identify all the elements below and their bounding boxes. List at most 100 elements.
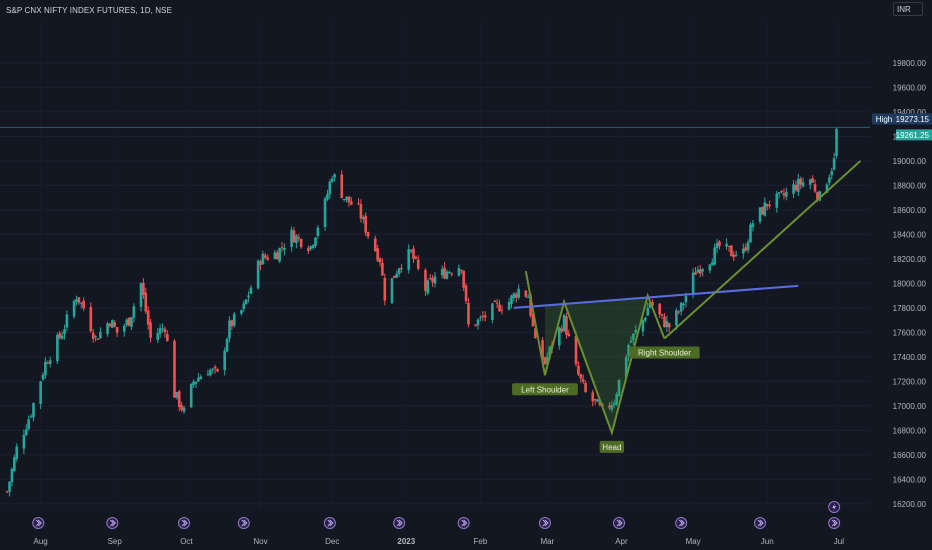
candle-body — [173, 340, 176, 398]
candle-body — [189, 383, 193, 408]
event-marker-icon[interactable] — [323, 517, 336, 529]
candle-body — [624, 356, 628, 378]
candle-body — [314, 237, 317, 246]
candle-body — [612, 403, 616, 405]
candle-body — [682, 303, 685, 306]
candle-body — [225, 339, 229, 352]
candle-body — [96, 338, 100, 340]
candle-body — [493, 301, 497, 303]
candle-body — [751, 223, 755, 227]
x-tick-label: Mar — [540, 537, 554, 546]
candle-body — [746, 242, 750, 251]
x-tick-label: Nov — [253, 537, 267, 546]
candle-body — [765, 203, 769, 207]
candle-body — [780, 190, 783, 193]
candle-body — [667, 323, 671, 328]
candle-body — [467, 302, 470, 325]
candle-body — [297, 237, 301, 239]
candle-body — [608, 405, 611, 408]
candle-body — [232, 313, 236, 326]
pattern-label: Head — [599, 440, 625, 453]
candle-body — [230, 320, 234, 327]
pattern-drawings[interactable]: Left Shoulder Head Right Shoulder — [512, 160, 862, 453]
candle-body — [240, 310, 243, 314]
candle-body — [5, 491, 9, 493]
candle-body — [546, 356, 549, 365]
time-axis[interactable]: Aug Sep Oct Nov Dec 2023 Feb Mar Apr May Jun Jul — [34, 537, 845, 546]
candle-body — [835, 128, 838, 156]
candle-body — [782, 193, 786, 196]
y-tick-label: 17200.00 — [893, 377, 927, 386]
y-tick-label: 16800.00 — [893, 426, 927, 435]
y-tick-label: 18800.00 — [893, 181, 927, 190]
candle-body — [796, 178, 800, 192]
y-tick-label: 17400.00 — [893, 353, 927, 362]
y-tick-label: 19800.00 — [893, 59, 927, 68]
dividend-icon[interactable] — [828, 501, 841, 513]
event-marker-icon[interactable] — [675, 517, 688, 529]
candle-body — [373, 238, 377, 251]
candle-body — [725, 243, 728, 247]
y-tick-label: 18000.00 — [893, 279, 927, 288]
candle-body — [464, 285, 468, 302]
candle-body — [708, 264, 712, 271]
candle-body — [517, 288, 520, 298]
candle-body — [280, 247, 284, 249]
high-label-badge — [872, 113, 896, 125]
candle-body — [347, 196, 351, 203]
candle-body — [266, 257, 269, 260]
x-tick-label: Jun — [761, 537, 774, 546]
candle-body — [328, 181, 332, 195]
event-marker-icon[interactable] — [457, 517, 470, 529]
candle-body — [32, 403, 35, 418]
event-marker-icon[interactable] — [106, 517, 119, 529]
candle-body — [213, 366, 217, 369]
candle-body — [813, 184, 817, 192]
y-tick-label: 18200.00 — [893, 255, 927, 264]
candle-body — [481, 316, 485, 318]
event-marker-icon[interactable] — [828, 517, 841, 529]
y-tick-label: 18400.00 — [893, 230, 927, 239]
event-marker-icon[interactable] — [393, 517, 406, 529]
chart-title: S&P CNX NIFTY INDEX FUTURES, 1D, NSE — [6, 6, 173, 15]
candle-body — [524, 290, 528, 297]
candle-body — [581, 379, 585, 382]
candle-body — [830, 171, 834, 176]
event-marker-icon[interactable] — [32, 517, 45, 529]
candle-body — [316, 227, 320, 236]
candle-body — [409, 249, 413, 252]
candle-body — [99, 331, 102, 339]
pattern-line — [524, 270, 666, 437]
candle-body — [283, 248, 286, 250]
candle-body — [629, 340, 633, 343]
candle-body — [818, 191, 822, 201]
candle-body — [744, 247, 748, 251]
event-marker-icon[interactable] — [178, 517, 191, 529]
candle-body — [801, 182, 805, 187]
event-markers[interactable] — [32, 501, 841, 529]
candle-body — [72, 301, 76, 317]
currency-button[interactable]: INR — [893, 2, 923, 16]
candle-body — [278, 248, 281, 262]
candle-body — [414, 256, 418, 259]
event-marker-icon[interactable] — [613, 517, 626, 529]
candle-body — [29, 416, 33, 418]
candle-body — [342, 199, 346, 201]
candle-body — [615, 394, 618, 405]
high-label: High — [876, 115, 892, 124]
candle-body — [27, 419, 30, 430]
price-axis[interactable]: 19800.0019600.0019400.0019200.0019000.00… — [893, 59, 927, 509]
event-marker-icon[interactable] — [754, 517, 767, 529]
candle-body — [777, 192, 781, 194]
last-price-badge — [896, 129, 932, 141]
candle-body — [512, 293, 516, 298]
event-marker-icon[interactable] — [237, 517, 250, 529]
candle-body — [462, 270, 465, 288]
candle-body — [146, 310, 150, 325]
event-marker-icon[interactable] — [538, 517, 551, 529]
candle-body — [65, 314, 69, 328]
candle-body — [13, 457, 16, 472]
candle-body — [326, 194, 329, 200]
candle-body — [60, 335, 64, 339]
